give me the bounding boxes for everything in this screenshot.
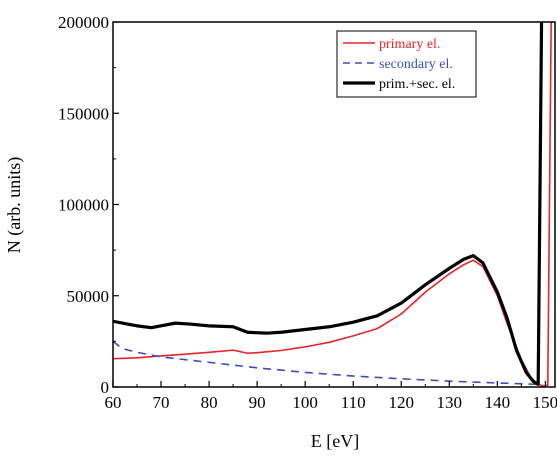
- y-axis-title: N (arb. units): [4, 157, 25, 253]
- plot-area: [113, 22, 552, 387]
- x-tick-label: 60: [105, 393, 122, 412]
- series-line-1: [113, 340, 543, 386]
- y-tick-label: 150000: [58, 104, 109, 123]
- legend-label-0: primary el.: [379, 37, 440, 52]
- x-tick-label: 90: [249, 393, 266, 412]
- y-tick-label: 0: [101, 378, 110, 397]
- y-tick-label: 100000: [58, 196, 109, 215]
- legend-label-1: secondary el.: [379, 57, 453, 72]
- legend: primary el. secondary el. prim.+sec. el.: [336, 30, 477, 98]
- x-tick-label: 130: [437, 393, 463, 412]
- series-line-0: [113, 22, 552, 387]
- plot-frame: [112, 21, 556, 388]
- y-tick-label: 50000: [67, 287, 110, 306]
- axes: 60 70 80 90 100 110 120 130 140 150 0 50000 100000 15…: [58, 13, 557, 412]
- x-axis-title: E [eV]: [311, 431, 359, 451]
- x-tick-label: 150: [533, 393, 557, 412]
- legend-box: [336, 30, 477, 98]
- x-tick-label: 140: [485, 393, 511, 412]
- x-tick-label: 100: [292, 393, 318, 412]
- legend-label-2: prim.+sec. el.: [379, 77, 455, 92]
- x-tick-label: 70: [153, 393, 170, 412]
- x-tick-label: 110: [341, 393, 366, 412]
- y-tick-label: 200000: [58, 13, 109, 32]
- x-tick-label: 120: [389, 393, 415, 412]
- x-tick-label: 80: [201, 393, 218, 412]
- series-line-2: [113, 22, 544, 386]
